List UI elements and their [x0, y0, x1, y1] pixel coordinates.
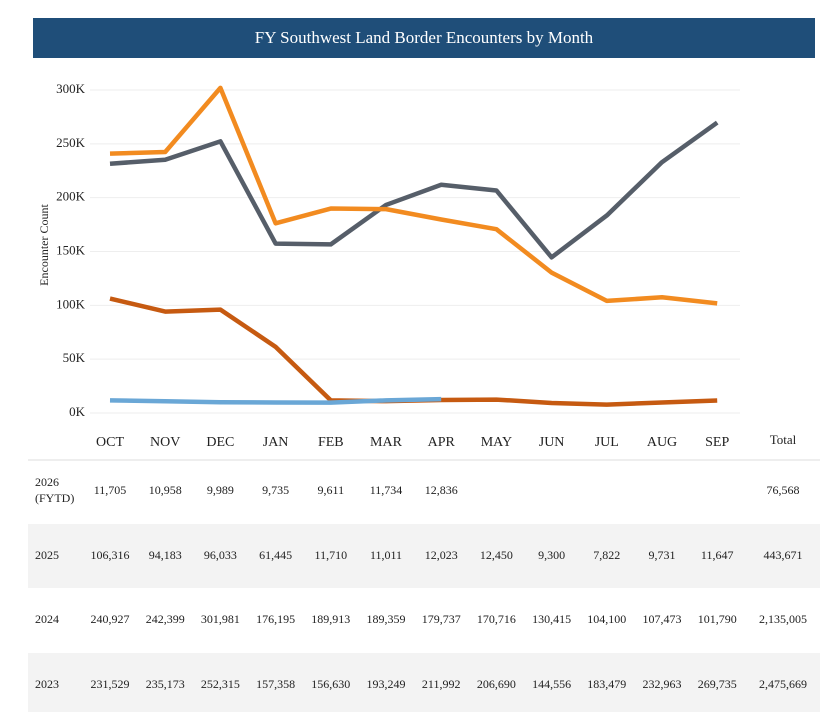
table-cell: 11,705: [94, 483, 127, 497]
row-label: 2024: [35, 612, 59, 626]
table-cell: 12,023: [425, 548, 458, 562]
table-cell: 301,981: [201, 612, 240, 626]
table-bg: [28, 524, 820, 717]
table-cell: 107,473: [643, 612, 682, 626]
y-tick-label: 100K: [56, 296, 86, 311]
series-line: [109, 120, 719, 260]
y-tick-label: 200K: [56, 189, 86, 204]
x-tick-label: MAY: [481, 435, 512, 450]
table-cell: 269,735: [698, 677, 737, 691]
title-bar: [33, 18, 815, 58]
table-total: 2,475,669: [759, 677, 807, 691]
x-tick-label: APR: [428, 435, 456, 450]
table-cell: 104,100: [587, 612, 626, 626]
chart-title: FY Southwest Land Border Encounters by M…: [255, 28, 594, 47]
row-bg: [28, 653, 820, 717]
x-tick-label: DEC: [206, 435, 234, 450]
x-tick-label: JUL: [595, 435, 619, 450]
row-label: 2023: [35, 677, 59, 691]
row-label: 2026 (FYTD): [35, 475, 74, 505]
table-cell: 94,183: [149, 548, 182, 562]
y-tick-label: 0K: [69, 404, 86, 419]
table-cell: 9,731: [649, 548, 676, 562]
x-tick-label: OCT: [96, 435, 124, 450]
x-tick-label: JUN: [539, 435, 565, 450]
table-cell: 183,479: [587, 677, 626, 691]
table-cell: 11,647: [701, 548, 734, 562]
y-tick-label: 150K: [56, 242, 86, 257]
table-cell: 12,450: [480, 548, 513, 562]
x-tick-label: SEP: [705, 435, 729, 450]
x-tick-label: FEB: [318, 435, 344, 450]
table-cell: 11,710: [315, 548, 348, 562]
table-cell: 106,316: [91, 548, 130, 562]
table-cell: 9,735: [262, 483, 289, 497]
table-cell: 242,399: [146, 612, 185, 626]
total-header: Total: [770, 432, 797, 447]
table-cell: 252,315: [201, 677, 240, 691]
y-tick-label: 300K: [56, 81, 86, 96]
table-cell: 11,734: [370, 483, 403, 497]
series-line: [109, 296, 718, 407]
table-cell: 156,630: [311, 677, 350, 691]
series-line: [109, 85, 718, 306]
table-cell: 170,716: [477, 612, 516, 626]
table-cell: 9,989: [207, 483, 234, 497]
table-cell: 193,249: [367, 677, 406, 691]
table-cell: 206,690: [477, 677, 516, 691]
table-cell: 231,529: [91, 677, 130, 691]
table-cell: 9,300: [538, 548, 565, 562]
table-cell: 235,173: [146, 677, 185, 691]
table-cell: 211,992: [422, 677, 461, 691]
table-cell: 176,195: [256, 612, 295, 626]
table-cell: 240,927: [91, 612, 130, 626]
y-tick-label: 250K: [56, 135, 86, 150]
table-cell: 179,737: [422, 612, 461, 626]
x-tick-label: AUG: [647, 435, 677, 450]
table-cell: 189,359: [367, 612, 406, 626]
table-total: 76,568: [767, 483, 800, 497]
table-cell: 144,556: [532, 677, 571, 691]
series-line: [109, 396, 442, 405]
table-cell: 130,415: [532, 612, 571, 626]
table-cell: 9,611: [318, 483, 345, 497]
table-cell: 232,963: [643, 677, 682, 691]
table-cell: 10,958: [149, 483, 182, 497]
table-cell: 189,913: [311, 612, 350, 626]
table-cell: 7,822: [593, 548, 620, 562]
row-bg: [28, 524, 820, 588]
table-cell: 12,836: [425, 483, 458, 497]
row-label: 2025: [35, 548, 59, 562]
y-tick-label: 50K: [63, 350, 86, 365]
x-tick-label: MAR: [370, 435, 403, 450]
y-axis-title: Encounter Count: [37, 204, 51, 286]
table-cell: 101,790: [698, 612, 737, 626]
table-total: 443,671: [764, 548, 803, 562]
x-tick-label: NOV: [150, 435, 180, 450]
table-total: 2,135,005: [759, 612, 807, 626]
table-cell: 11,011: [370, 548, 402, 562]
table-cell: 157,358: [256, 677, 295, 691]
table-cell: 61,445: [259, 548, 292, 562]
table-cell: 96,033: [204, 548, 237, 562]
x-tick-label: JAN: [263, 435, 289, 450]
